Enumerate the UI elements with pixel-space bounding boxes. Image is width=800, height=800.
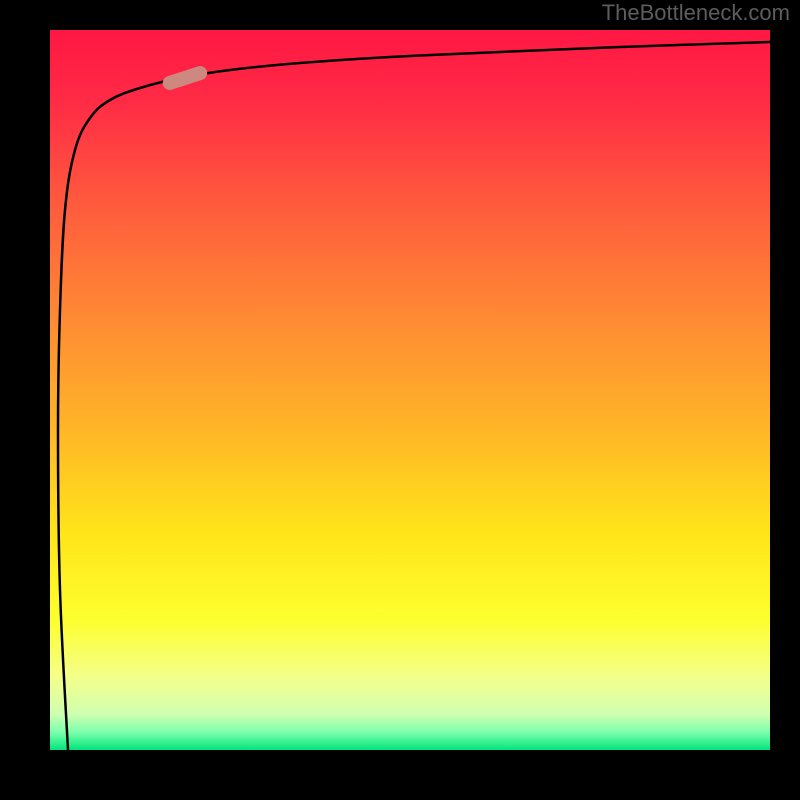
data-curve (58, 42, 770, 750)
curve-layer (50, 30, 770, 750)
watermark-text: TheBottleneck.com (602, 0, 790, 26)
plot-area (50, 30, 770, 750)
